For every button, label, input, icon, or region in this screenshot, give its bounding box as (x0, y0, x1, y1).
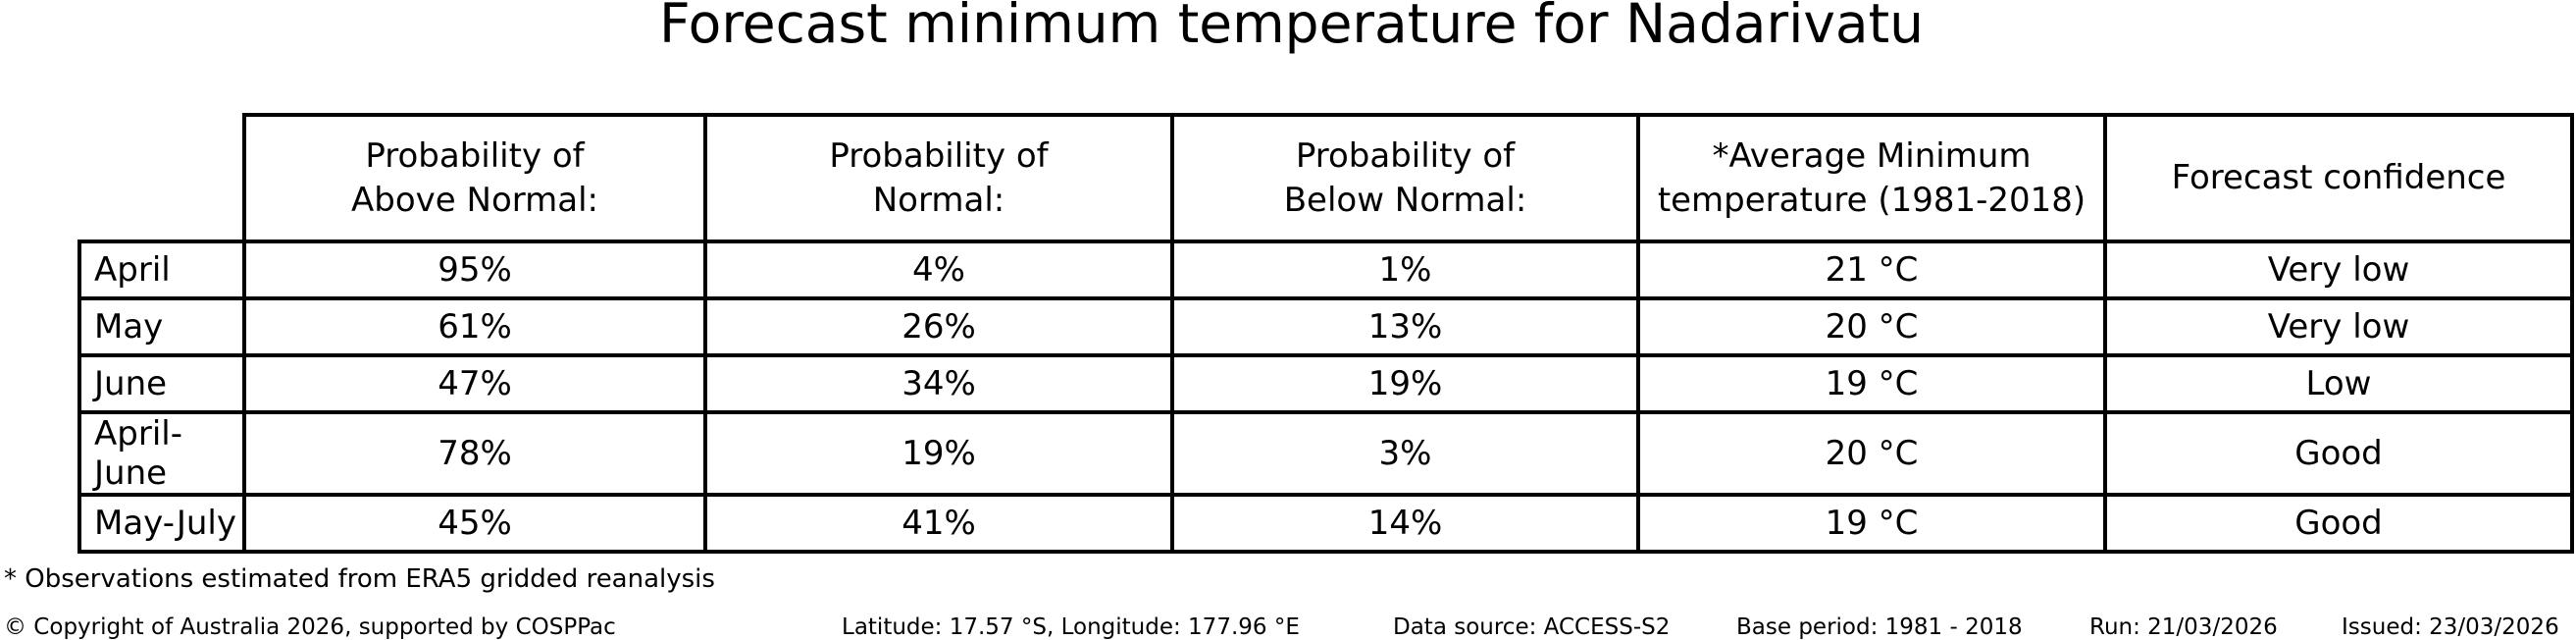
prob-above-cell: 47% (242, 353, 707, 414)
row-label: April (77, 240, 246, 300)
table-row-april: April 95% 4% 1% 21 °C Very low (77, 240, 2574, 300)
prob-below-cell: 14% (1170, 493, 1640, 554)
row-label: May (77, 296, 246, 357)
confidence-cell: Very low (2103, 296, 2574, 357)
prob-normal-cell: 41% (703, 493, 1174, 554)
col-header-above-normal: Probability of Above Normal: (242, 113, 707, 243)
prob-above-cell: 61% (242, 296, 707, 357)
footnote: * Observations estimated from ERA5 gridd… (4, 564, 715, 594)
col-header-below-normal: Probability of Below Normal: (1170, 113, 1640, 243)
corner-cell (79, 115, 244, 241)
avg-min-temp-cell: 20 °C (1636, 410, 2107, 497)
col-header-avg-min-temp: *Average Minimum temperature (1981-2018) (1636, 113, 2107, 243)
avg-min-temp-cell: 19 °C (1636, 493, 2107, 554)
forecast-table: Probability of Above Normal: Probability… (77, 113, 2574, 554)
table-row-may-july: May-July 45% 41% 14% 19 °C Good (77, 493, 2574, 554)
prob-below-cell: 3% (1170, 410, 1640, 497)
table-row-may: May 61% 26% 13% 20 °C Very low (77, 296, 2574, 357)
row-label: June (77, 353, 246, 414)
prob-above-cell: 95% (242, 240, 707, 300)
footer-run: Run: 21/03/2026 (2089, 614, 2278, 640)
footer-issued: Issued: 23/03/2026 (2342, 614, 2559, 640)
footer-data-source: Data source: ACCESS-S2 (1393, 614, 1671, 640)
avg-min-temp-cell: 20 °C (1636, 296, 2107, 357)
col-header-forecast-confidence: Forecast confidence (2103, 113, 2574, 243)
avg-min-temp-cell: 21 °C (1636, 240, 2107, 300)
page-title: Forecast minimum temperature for Nadariv… (659, 0, 1925, 55)
prob-normal-cell: 4% (703, 240, 1174, 300)
footer-location: Latitude: 17.57 °S, Longitude: 177.96 °E (842, 614, 1300, 640)
prob-below-cell: 19% (1170, 353, 1640, 414)
prob-above-cell: 78% (242, 410, 707, 497)
prob-normal-cell: 19% (703, 410, 1174, 497)
prob-normal-cell: 26% (703, 296, 1174, 357)
table-row-june: June 47% 34% 19% 19 °C Low (77, 353, 2574, 414)
avg-min-temp-cell: 19 °C (1636, 353, 2107, 414)
prob-below-cell: 13% (1170, 296, 1640, 357)
col-header-normal: Probability of Normal: (703, 113, 1174, 243)
confidence-cell: Good (2103, 410, 2574, 497)
prob-normal-cell: 34% (703, 353, 1174, 414)
footer-base-period: Base period: 1981 - 2018 (1736, 614, 2023, 640)
table-row-april-june: April-June 78% 19% 3% 20 °C Good (77, 410, 2574, 497)
prob-above-cell: 45% (242, 493, 707, 554)
confidence-cell: Low (2103, 353, 2574, 414)
footer-copyright: © Copyright of Australia 2026, supported… (4, 614, 616, 640)
row-label: April-June (77, 410, 246, 497)
confidence-cell: Good (2103, 493, 2574, 554)
confidence-cell: Very low (2103, 240, 2574, 300)
prob-below-cell: 1% (1170, 240, 1640, 300)
table-header-row: Probability of Above Normal: Probability… (79, 113, 2574, 243)
row-label: May-July (77, 493, 246, 554)
